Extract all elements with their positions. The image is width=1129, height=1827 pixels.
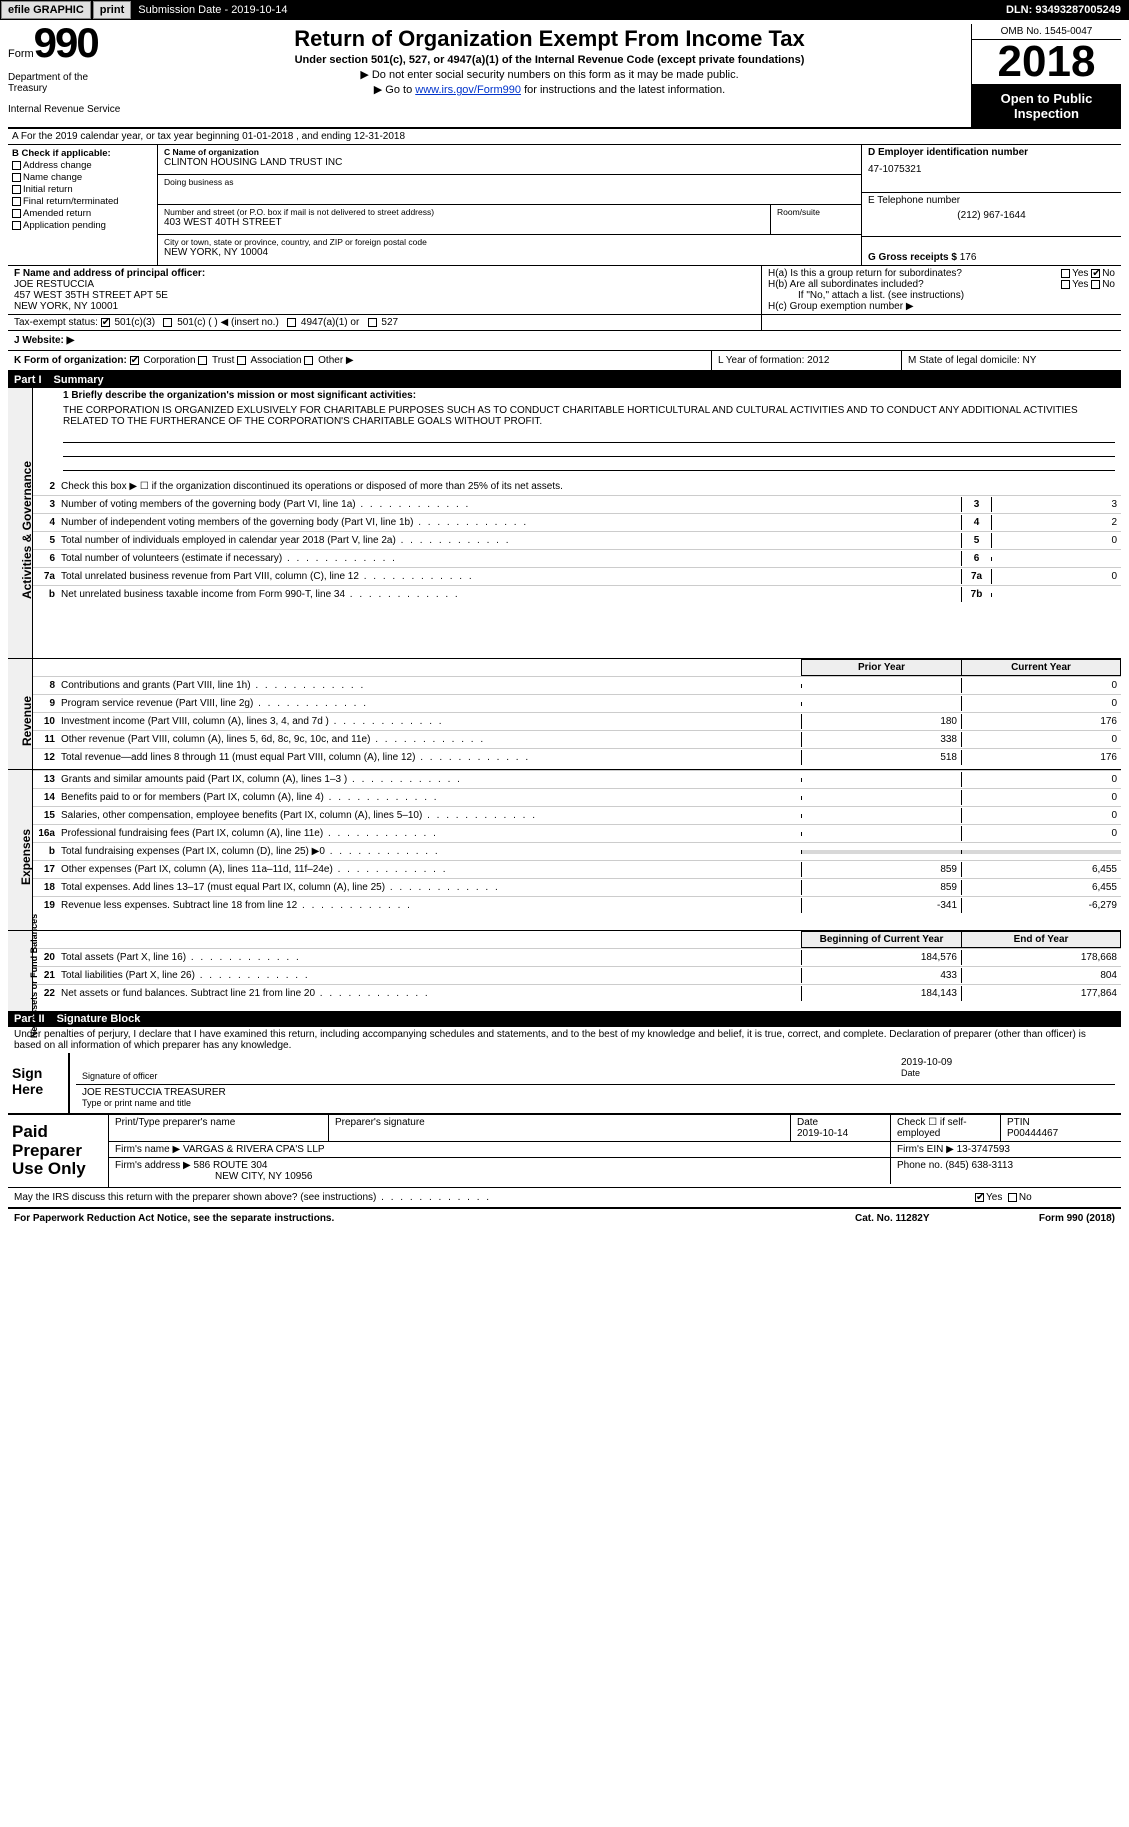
form-word: Form xyxy=(8,48,34,60)
org-name: CLINTON HOUSING LAND TRUST INC xyxy=(164,157,855,168)
form-number: 990 xyxy=(34,19,98,66)
ptin: P00444467 xyxy=(1007,1128,1058,1139)
block-f: F Name and address of principal officer:… xyxy=(8,266,761,314)
part2-header: Part II Signature Block xyxy=(8,1011,1121,1027)
block-b: B Check if applicable: Address change Na… xyxy=(8,145,158,265)
gross-receipts: 176 xyxy=(960,252,977,263)
form-title: Return of Organization Exempt From Incom… xyxy=(134,26,965,52)
page-footer: For Paperwork Reduction Act Notice, see … xyxy=(8,1207,1121,1228)
part1-header: Part I Summary xyxy=(8,372,1121,388)
phone: (212) 967-1644 xyxy=(868,210,1115,221)
note-link: ▶ Go to www.irs.gov/Form990 for instruct… xyxy=(134,83,965,96)
efile-button[interactable]: efile GRAPHIC xyxy=(1,1,91,19)
preparer-phone: (845) 638-3113 xyxy=(945,1160,1013,1171)
paid-preparer-label: Paid Preparer Use Only xyxy=(8,1115,108,1187)
tax-year: 2018 xyxy=(972,40,1121,85)
top-toolbar: efile GRAPHIC print Submission Date - 20… xyxy=(0,0,1129,20)
perjury-text: Under penalties of perjury, I declare th… xyxy=(8,1027,1121,1053)
open-inspection: Open to Public Inspection xyxy=(972,85,1121,127)
block-h: H(a) Is this a group return for subordin… xyxy=(761,266,1121,314)
sidebar-governance: Activities & Governance xyxy=(20,461,34,599)
block-c: C Name of organization CLINTON HOUSING L… xyxy=(158,145,861,265)
org-city: NEW YORK, NY 10004 xyxy=(164,247,855,258)
ein: 47-1075321 xyxy=(868,164,1115,175)
website-row: J Website: ▶ xyxy=(8,330,1121,351)
dept-treasury: Department of the Treasury xyxy=(8,72,122,94)
discuss-question: May the IRS discuss this return with the… xyxy=(14,1192,975,1203)
dln: DLN: 93493287005249 xyxy=(1006,4,1129,16)
tax-exempt-row: Tax-exempt status: 501(c)(3) 501(c) ( ) … xyxy=(8,315,761,330)
block-d-e-g: D Employer identification number 47-1075… xyxy=(861,145,1121,265)
sidebar-revenue: Revenue xyxy=(20,696,34,746)
org-address: 403 WEST 40TH STREET xyxy=(164,217,764,228)
sidebar-expenses: Expenses xyxy=(19,829,33,885)
section-a: A For the 2019 calendar year, or tax yea… xyxy=(8,129,1121,144)
line2: Check this box ▶ ☐ if the organization d… xyxy=(59,479,1121,494)
form-subtitle: Under section 501(c), 527, or 4947(a)(1)… xyxy=(134,54,965,66)
sign-here-label: Sign Here xyxy=(8,1053,68,1113)
dept-irs: Internal Revenue Service xyxy=(8,104,122,115)
firm-name: VARGAS & RIVERA CPA'S LLP xyxy=(183,1144,325,1155)
note-ssn: ▶ Do not enter social security numbers o… xyxy=(134,68,965,81)
print-button[interactable]: print xyxy=(93,1,131,19)
form-header: Form990 Department of the Treasury Inter… xyxy=(8,24,1121,127)
submission-label: Submission Date - 2019-10-14 xyxy=(132,4,293,16)
row-k-l-m: K Form of organization: Corporation Trus… xyxy=(8,351,1121,370)
officer-name: JOE RESTUCCIA TREASURER xyxy=(82,1087,1109,1098)
firm-ein: 13-3747593 xyxy=(957,1144,1010,1155)
mission-text: THE CORPORATION IS ORGANIZED EXLUSIVELY … xyxy=(33,403,1121,429)
line1-label: 1 Briefly describe the organization's mi… xyxy=(33,388,1121,403)
irs-link[interactable]: www.irs.gov/Form990 xyxy=(415,84,521,96)
sidebar-netassets: Net Assets or Fund Balances xyxy=(29,914,39,1038)
